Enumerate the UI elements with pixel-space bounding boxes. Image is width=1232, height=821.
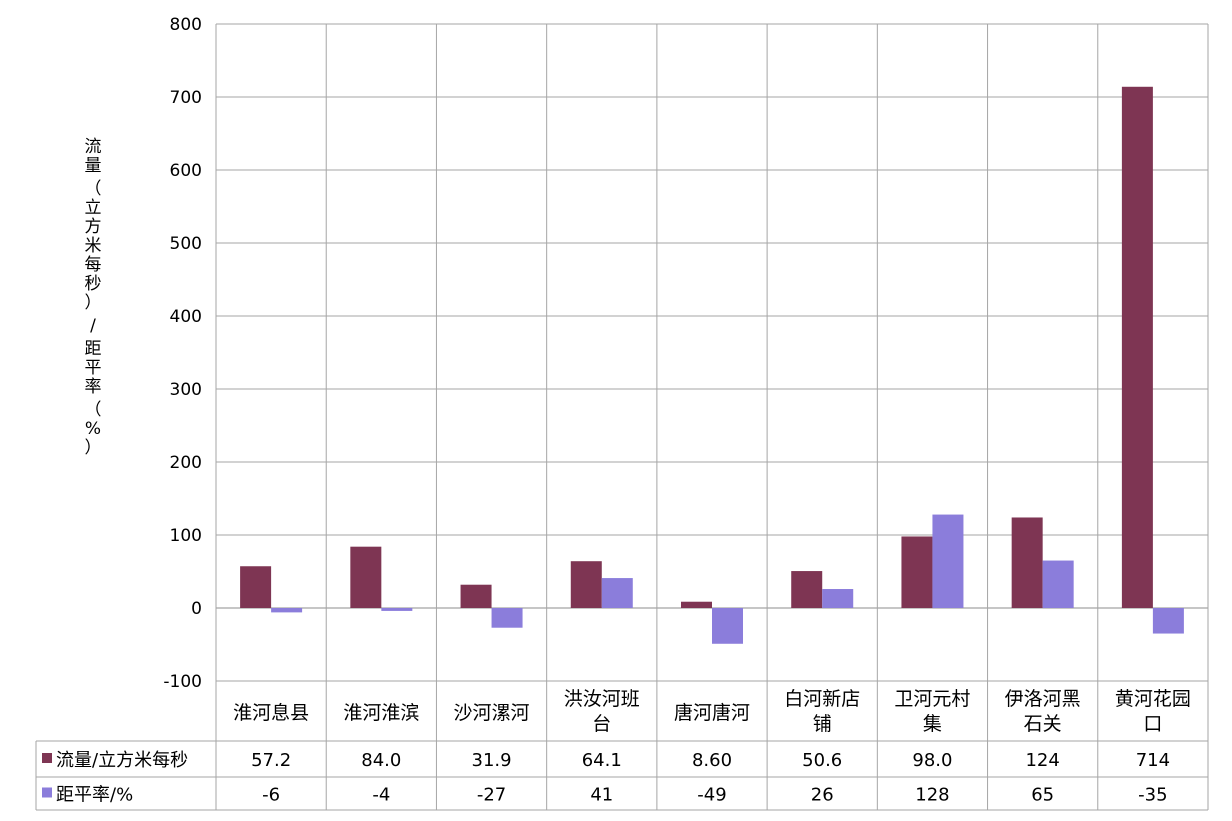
bar-flow	[460, 584, 492, 608]
y-axis-label-char: 每	[85, 255, 102, 275]
bar-flow	[1011, 517, 1043, 608]
data-cell: 41	[590, 785, 613, 806]
y-tick-label: 700	[170, 88, 202, 108]
data-cell: 31.9	[472, 750, 512, 771]
y-tick-label: 400	[170, 307, 202, 327]
category-label: 卫河元村	[894, 688, 970, 710]
bar-flow	[681, 601, 712, 608]
data-cell: -35	[1138, 785, 1167, 806]
category-label: 唐河唐河	[674, 702, 750, 724]
y-tick-label: 0	[191, 599, 202, 619]
category-label: 淮河息县	[233, 702, 309, 724]
category-label: 洪汝河班	[564, 688, 640, 710]
data-cell: 128	[915, 785, 949, 806]
bar-anomaly	[381, 608, 413, 611]
data-cell: -4	[372, 785, 390, 806]
data-cell: 57.2	[251, 750, 291, 771]
y-axis-label-char: 立	[85, 198, 102, 218]
bar-flow	[350, 546, 382, 608]
category-label: 口	[1143, 713, 1162, 735]
data-cell: 714	[1136, 750, 1170, 771]
legend-label: 流量/立方米每秒	[56, 750, 188, 771]
bar-flow	[1121, 86, 1153, 608]
bar-anomaly	[822, 589, 854, 608]
data-cell: 84.0	[361, 750, 401, 771]
bar-flow	[901, 536, 933, 608]
y-axis-label-char: ）	[85, 293, 102, 313]
data-cell: 50.6	[802, 750, 842, 771]
y-axis-label-char: /	[90, 316, 96, 336]
category-label: 沙河漯河	[454, 702, 530, 724]
category-label: 台	[592, 713, 611, 735]
bar-anomaly	[1042, 560, 1074, 608]
y-axis-label: 流量（立方米每秒）/距平率（%）	[85, 137, 102, 458]
y-tick-label: 800	[170, 15, 202, 35]
y-axis-label-char: 距	[85, 339, 102, 359]
category-label: 黄河花园	[1115, 688, 1191, 710]
y-tick-label: 200	[170, 453, 202, 473]
data-cell: 26	[811, 785, 834, 806]
data-cell: -49	[697, 785, 726, 806]
bar-anomaly	[712, 608, 743, 644]
data-cell: 8.60	[692, 750, 732, 771]
data-cell: -6	[262, 785, 280, 806]
y-axis-label-char: %	[85, 419, 101, 439]
y-tick-label: 600	[170, 161, 202, 181]
y-axis-label-char: （	[85, 400, 102, 420]
y-axis-label-char: 方	[85, 217, 102, 237]
data-cell: 98.0	[912, 750, 952, 771]
category-label: 铺	[813, 713, 832, 735]
category-label: 石关	[1024, 713, 1062, 735]
bar-anomaly	[491, 608, 523, 628]
legend-key	[42, 753, 52, 763]
category-label: 伊洛河黑	[1005, 688, 1081, 710]
y-axis-label-char: （	[85, 179, 102, 199]
data-cell: 124	[1025, 750, 1059, 771]
y-axis-label-char: 秒	[85, 274, 102, 294]
y-tick-label: 500	[170, 234, 202, 254]
category-label: 白河新店	[784, 688, 860, 710]
bar-anomaly	[932, 514, 964, 608]
legend-key	[42, 787, 52, 798]
bar-anomaly	[601, 578, 633, 608]
y-axis-label-char: 米	[85, 236, 102, 256]
bar-anomaly	[271, 608, 303, 613]
legend-label: 距平率/%	[56, 785, 133, 806]
bar-flow	[570, 561, 602, 608]
y-axis-label-char: 流	[85, 137, 102, 157]
category-label: 淮河淮滨	[343, 702, 419, 724]
y-axis-label-char: ）	[85, 438, 102, 458]
bar-flow	[791, 571, 823, 608]
data-cell: 65	[1031, 785, 1054, 806]
y-axis-label-char: 率	[85, 377, 102, 397]
category-label: 集	[923, 713, 942, 735]
y-tick-label: -100	[163, 672, 202, 692]
y-tick-label: 300	[170, 380, 202, 400]
bars	[240, 86, 1184, 644]
bar-flow	[240, 566, 272, 608]
y-axis-label-char: 平	[85, 358, 102, 378]
y-axis-ticks: -100 0 100 200 300 400 500 600 700 800	[163, 15, 202, 692]
data-cell: 64.1	[582, 750, 622, 771]
y-tick-label: 100	[170, 526, 202, 546]
data-cell: -27	[477, 785, 506, 806]
bar-anomaly	[1152, 608, 1184, 634]
y-axis-label-char: 量	[85, 156, 102, 176]
